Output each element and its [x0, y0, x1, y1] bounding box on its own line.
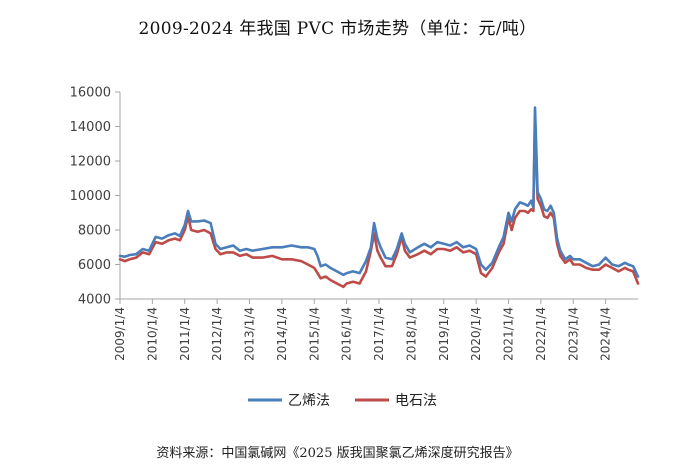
- x-tick-label: 2020/1/4: [469, 307, 483, 361]
- x-tick-label: 2024/1/4: [599, 307, 613, 361]
- x-tick-label: 2010/1/4: [145, 307, 159, 361]
- x-tick-label: 2021/1/4: [502, 307, 516, 361]
- y-tick-label: 6000: [78, 258, 111, 273]
- x-tick-label: 2013/1/4: [243, 307, 257, 361]
- y-tick-label: 10000: [70, 189, 111, 204]
- y-tick-label: 4000: [78, 293, 111, 308]
- x-tick-label: 2018/1/4: [404, 307, 418, 361]
- chart-title: 2009-2024 年我国 PVC 市场走势（单位：元/吨）: [138, 19, 537, 39]
- x-tick-label: 2012/1/4: [210, 307, 224, 361]
- y-tick-label: 12000: [70, 155, 111, 170]
- x-tick-label: 2015/1/4: [307, 307, 321, 361]
- series-line-carbide: [118, 114, 640, 289]
- x-tick-label: 2023/1/4: [566, 307, 580, 361]
- x-tick-label: 2014/1/4: [275, 307, 289, 361]
- x-tick-label: 2022/1/4: [534, 307, 548, 361]
- x-tick-label: 2011/1/4: [178, 307, 192, 361]
- legend-label: 乙烯法: [288, 393, 330, 409]
- x-tick-label: 2009/1/4: [113, 307, 127, 361]
- legend-label: 电石法: [395, 393, 437, 409]
- x-tick-label: 2017/1/4: [372, 307, 386, 361]
- x-axis: 2009/1/4 2010/1/4 2011/1/4 2012/1/4 2013/1/4…: [113, 298, 638, 361]
- legend: 乙烯法 电石法: [248, 393, 437, 409]
- y-tick-label: 8000: [78, 224, 111, 239]
- x-tick-label: 2016/1/4: [340, 307, 354, 361]
- x-tick-label: 2019/1/4: [437, 307, 451, 361]
- y-axis: 16000 14000 12000 10000 8000 6000 4000: [70, 86, 121, 308]
- series-lines: [118, 106, 640, 289]
- y-tick-label: 14000: [70, 120, 111, 135]
- source-note: 资料来源：中国氯碱网《2025 版我国聚氯乙烯深度研究报告》: [156, 446, 519, 461]
- series-line-ethylene: [118, 106, 640, 278]
- y-tick-label: 16000: [70, 86, 111, 101]
